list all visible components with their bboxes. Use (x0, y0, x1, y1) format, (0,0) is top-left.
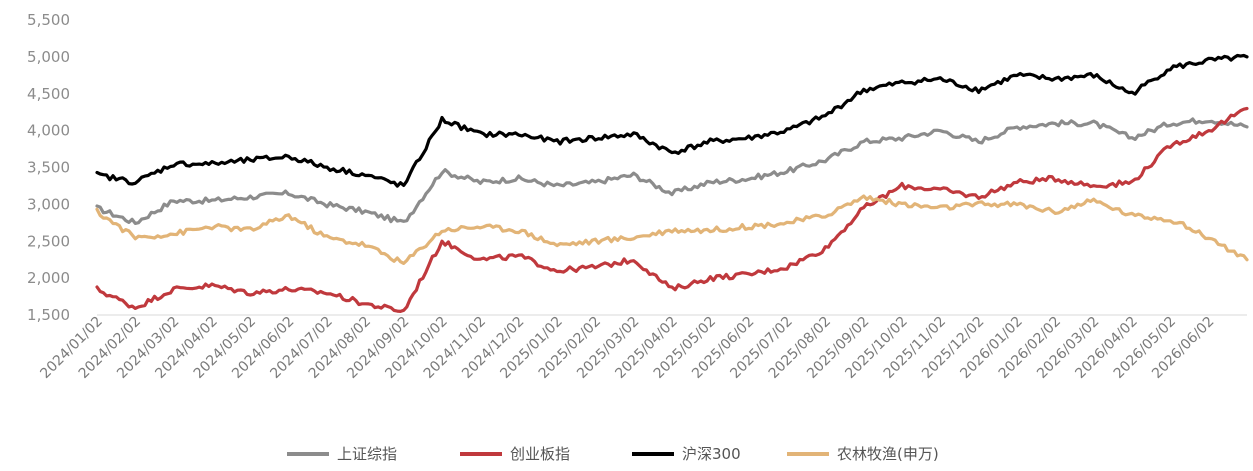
legend: 上证综指 创业板指 沪深300 农林牧渔(申万) (287, 445, 939, 463)
series-line (95, 106, 1249, 313)
series-line (95, 117, 1249, 225)
legend-label: 沪深300 (682, 445, 741, 463)
series-line (95, 194, 1249, 265)
legend-label: 农林牧渔(申万) (837, 445, 939, 463)
legend-label: 上证综指 (337, 445, 397, 463)
y-tick-label: 3,500 (27, 159, 70, 177)
legend-label: 创业板指 (510, 445, 570, 463)
y-axis: 1,500 2,000 2,500 3,000 3,500 4,000 4,500 5,000… (27, 11, 70, 324)
y-tick-label: 5,500 (27, 11, 70, 29)
y-tick-label: 3,000 (27, 195, 70, 213)
series-lines (95, 53, 1249, 313)
series-line (95, 53, 1249, 188)
y-tick-label: 2,500 (27, 232, 70, 250)
y-tick-label: 4,500 (27, 85, 70, 103)
x-axis: 2024/01/022024/02/022024/03/022024/04/02… (37, 314, 1217, 382)
y-tick-label: 2,000 (27, 269, 70, 287)
y-tick-label: 5,000 (27, 48, 70, 66)
y-tick-label: 4,000 (27, 122, 70, 140)
y-tick-label: 1,500 (27, 306, 70, 324)
